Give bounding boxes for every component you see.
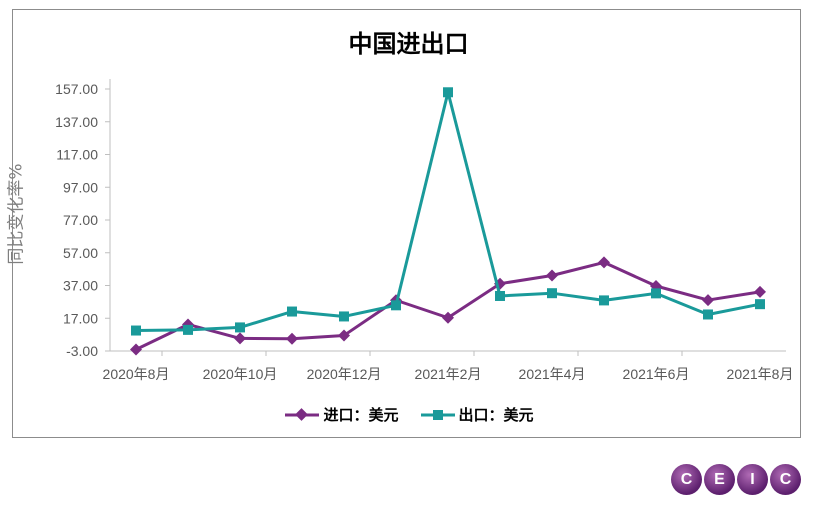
x-tick-labels: 2020年8月 2020年10月 2020年12月 2021年2月 2021年4月 202… [103, 366, 794, 382]
axes [109, 79, 786, 356]
series-line-imports [135, 260, 761, 351]
legend-swatch-imports [285, 407, 320, 421]
data-point-exports [235, 322, 245, 333]
y-tick-label: 157.00 [55, 81, 98, 97]
data-point-exports [495, 290, 505, 301]
data-point-imports [754, 285, 766, 298]
data-point-imports [702, 294, 714, 307]
legend-item-exports[interactable]: 出口：美元 [419, 404, 534, 425]
y-tick-label: 137.00 [55, 114, 98, 130]
legend-label-imports: 进口：美元 [323, 406, 399, 424]
data-point-exports [651, 288, 661, 299]
logo-letter: I [737, 464, 768, 495]
data-point-imports [286, 332, 298, 345]
series-line-exports [135, 90, 761, 333]
y-tick-label: 77.00 [63, 212, 98, 228]
chart-frame [12, 9, 801, 438]
data-point-exports [391, 300, 401, 311]
x-tick-label: 2021年8月 [727, 366, 794, 382]
y-tick-label: 57.00 [63, 245, 98, 261]
data-point-imports [546, 269, 558, 282]
data-point-imports [598, 256, 610, 269]
y-tick-label: 117.00 [56, 147, 98, 163]
logo-letter: C [770, 464, 801, 495]
data-point-exports [599, 295, 609, 306]
x-tick-label: 2020年10月 [203, 366, 278, 382]
x-tick-label: 2020年12月 [307, 366, 382, 382]
data-point-exports [443, 87, 453, 98]
data-point-imports [442, 311, 454, 324]
data-point-exports [131, 325, 141, 336]
logo-letter: C [671, 464, 702, 495]
chart-title: 中国进出口 [348, 30, 469, 58]
legend: 进口：美元 出口：美元 [0, 404, 817, 425]
data-point-exports [339, 311, 349, 322]
ceic-logo: C E I C [671, 464, 801, 495]
legend-swatch-exports [420, 409, 455, 420]
y-tick-label: 37.00 [63, 278, 98, 294]
data-point-exports [755, 299, 765, 310]
data-point-imports [130, 343, 142, 356]
data-point-exports [703, 309, 713, 320]
data-point-imports [338, 329, 350, 342]
legend-item-imports[interactable]: 进口：美元 [283, 404, 399, 425]
legend-label-exports: 出口：美元 [458, 406, 534, 424]
y-tick-label: 97.00 [63, 179, 98, 195]
data-point-exports [287, 306, 297, 317]
data-point-imports [234, 332, 246, 345]
y-tick-label: 17.00 [63, 310, 98, 326]
x-tick-label: 2020年8月 [103, 366, 170, 382]
x-tick-label: 2021年4月 [519, 366, 586, 382]
y-tick-label: -3.00 [66, 343, 98, 359]
y-tick-labels: 157.00 137.00 117.00 97.00 77.00 57.00 37.00 17… [55, 81, 110, 359]
series-group [130, 87, 766, 356]
data-point-exports [183, 324, 193, 335]
x-tick-label: 2021年6月 [623, 366, 690, 382]
data-point-exports [547, 288, 557, 299]
x-tick-label: 2021年2月 [415, 366, 482, 382]
logo-letter: E [704, 464, 735, 495]
